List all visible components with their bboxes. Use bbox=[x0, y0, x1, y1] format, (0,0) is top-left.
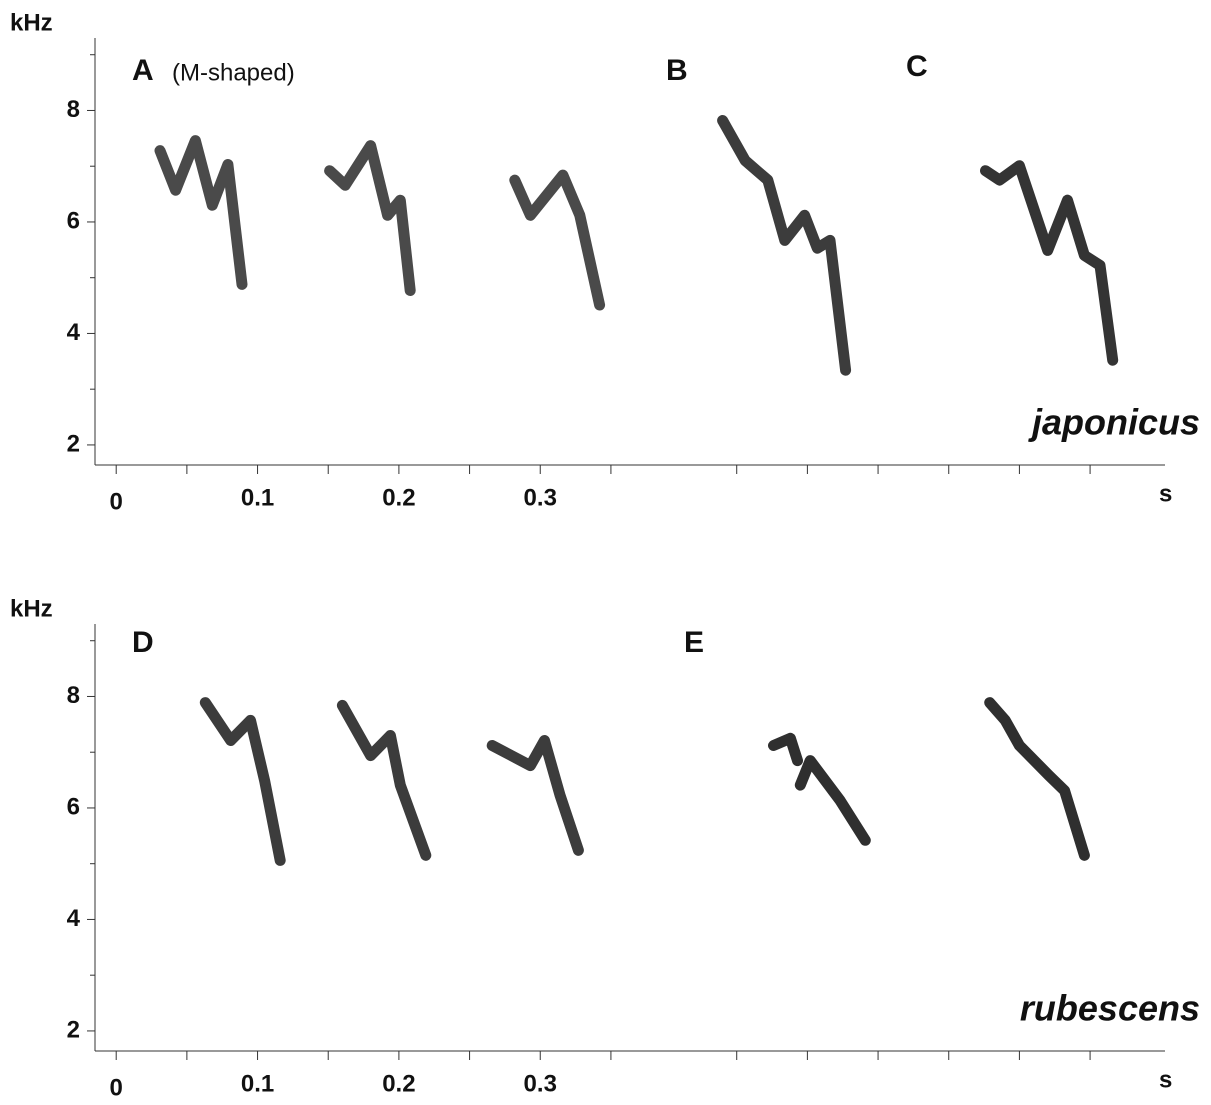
x-tick-label: 0 bbox=[110, 488, 123, 515]
trace bbox=[154, 135, 248, 290]
panel-label: D bbox=[132, 626, 154, 659]
x-tick-label: 0.1 bbox=[241, 1070, 274, 1097]
y-tick-label: 6 bbox=[67, 793, 80, 820]
trace bbox=[980, 160, 1119, 366]
panel-label: A bbox=[132, 54, 154, 87]
trace bbox=[984, 697, 1090, 861]
x-tick-label: 0.2 bbox=[382, 484, 415, 511]
x-axis-label: s bbox=[1159, 1066, 1172, 1093]
trace bbox=[509, 169, 606, 311]
trace bbox=[324, 140, 416, 296]
y-tick-label: 2 bbox=[67, 1016, 80, 1043]
x-tick-label: 0.3 bbox=[524, 484, 557, 511]
x-tick-label: 0.3 bbox=[524, 1070, 557, 1097]
y-axis-label: kHz bbox=[10, 9, 53, 36]
trace bbox=[336, 699, 432, 861]
y-tick-label: 8 bbox=[67, 96, 80, 123]
trace bbox=[199, 697, 286, 866]
panel-label: C bbox=[906, 50, 928, 83]
panel-label: B bbox=[666, 54, 688, 87]
trace bbox=[768, 732, 871, 846]
trace bbox=[486, 735, 584, 856]
species-title: rubescens bbox=[1020, 988, 1200, 1029]
y-tick-label: 4 bbox=[67, 905, 81, 932]
y-axis-label: kHz bbox=[10, 595, 53, 622]
y-tick-label: 6 bbox=[67, 207, 80, 234]
y-tick-label: 8 bbox=[67, 682, 80, 709]
species-title: japonicus bbox=[1028, 402, 1200, 443]
x-tick-label: 0 bbox=[110, 1074, 123, 1100]
y-tick-label: 2 bbox=[67, 430, 80, 457]
panel-label: E bbox=[684, 626, 704, 659]
panel-label: (M-shaped) bbox=[172, 59, 295, 86]
x-tick-label: 0.2 bbox=[382, 1070, 415, 1097]
y-tick-label: 4 bbox=[67, 319, 81, 346]
trace bbox=[717, 115, 852, 376]
x-axis-label: s bbox=[1159, 480, 1172, 507]
x-tick-label: 0.1 bbox=[241, 484, 274, 511]
